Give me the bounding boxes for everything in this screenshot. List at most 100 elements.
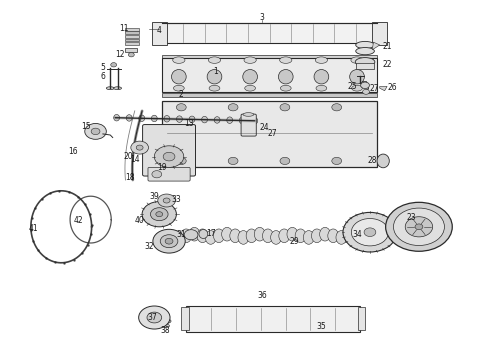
Ellipse shape [278,69,293,84]
Ellipse shape [245,85,255,91]
Circle shape [158,194,175,207]
Ellipse shape [243,69,257,84]
Circle shape [415,224,423,230]
Text: 41: 41 [28,224,38,233]
Text: 14: 14 [130,154,140,163]
Circle shape [332,104,342,111]
Text: 18: 18 [125,173,135,181]
Ellipse shape [280,85,291,91]
Text: 27: 27 [369,84,379,93]
Bar [162,23,377,43]
Text: 36: 36 [257,292,267,300]
Ellipse shape [230,229,241,243]
Circle shape [154,146,184,167]
Circle shape [176,104,186,111]
Text: 24: 24 [260,123,270,132]
Ellipse shape [189,116,195,122]
Ellipse shape [270,231,281,244]
Ellipse shape [227,117,233,123]
Text: 13: 13 [184,118,194,127]
Bar [125,31,139,34]
Circle shape [153,229,185,253]
Text: 39: 39 [149,192,159,201]
Bar [186,306,360,332]
Circle shape [393,208,444,246]
Bar [125,28,139,31]
Circle shape [361,82,369,89]
Ellipse shape [238,231,249,244]
Bar [372,22,387,45]
Circle shape [136,145,143,150]
Circle shape [156,212,163,217]
Ellipse shape [214,229,224,243]
Circle shape [111,63,117,67]
Ellipse shape [209,85,220,91]
Ellipse shape [181,229,192,243]
Bar [125,39,139,41]
Ellipse shape [344,229,355,243]
Text: 31: 31 [176,230,186,239]
Bar [356,63,374,69]
Text: 19: 19 [157,163,167,172]
Circle shape [343,212,397,252]
Circle shape [280,104,290,111]
Circle shape [150,208,168,221]
Circle shape [184,230,198,240]
Circle shape [160,235,178,248]
Text: 11: 11 [119,23,128,32]
Polygon shape [380,86,387,91]
Ellipse shape [172,69,186,84]
Bar [181,307,189,330]
FancyBboxPatch shape [148,167,190,181]
Bar [125,48,137,52]
Text: 21: 21 [382,41,392,50]
Text: 29: 29 [289,237,299,246]
Ellipse shape [316,85,327,91]
Ellipse shape [189,228,200,241]
Ellipse shape [352,85,363,91]
Circle shape [139,306,170,329]
Ellipse shape [336,231,347,244]
Text: 33: 33 [172,194,181,203]
Text: 2: 2 [179,90,184,99]
Ellipse shape [176,116,182,122]
Circle shape [147,312,162,323]
Text: 20: 20 [123,152,133,161]
Text: 25: 25 [347,82,357,91]
Circle shape [228,104,238,111]
Ellipse shape [151,115,157,122]
Circle shape [364,228,376,237]
Circle shape [351,219,389,246]
Circle shape [163,152,175,161]
Ellipse shape [114,87,122,90]
Text: 5: 5 [100,63,105,72]
Text: 17: 17 [206,230,216,239]
Ellipse shape [114,114,120,121]
Ellipse shape [303,231,314,244]
Ellipse shape [295,229,306,243]
Ellipse shape [139,115,145,121]
Ellipse shape [328,229,339,243]
Ellipse shape [243,113,254,116]
Text: 38: 38 [161,326,171,335]
Ellipse shape [252,118,258,124]
Text: 6: 6 [100,72,105,81]
Text: 15: 15 [81,122,91,131]
Ellipse shape [205,231,216,244]
Ellipse shape [280,57,292,63]
Ellipse shape [214,117,220,123]
Circle shape [142,202,176,227]
Circle shape [228,157,238,165]
Circle shape [128,53,134,57]
Text: 26: 26 [387,83,397,92]
Ellipse shape [263,229,273,243]
Circle shape [131,141,148,154]
Circle shape [163,198,170,203]
Text: 22: 22 [382,60,392,69]
Text: 12: 12 [115,50,125,59]
Circle shape [176,157,186,165]
Bar [152,22,167,45]
Ellipse shape [246,229,257,243]
Circle shape [386,202,452,251]
Ellipse shape [356,48,374,55]
